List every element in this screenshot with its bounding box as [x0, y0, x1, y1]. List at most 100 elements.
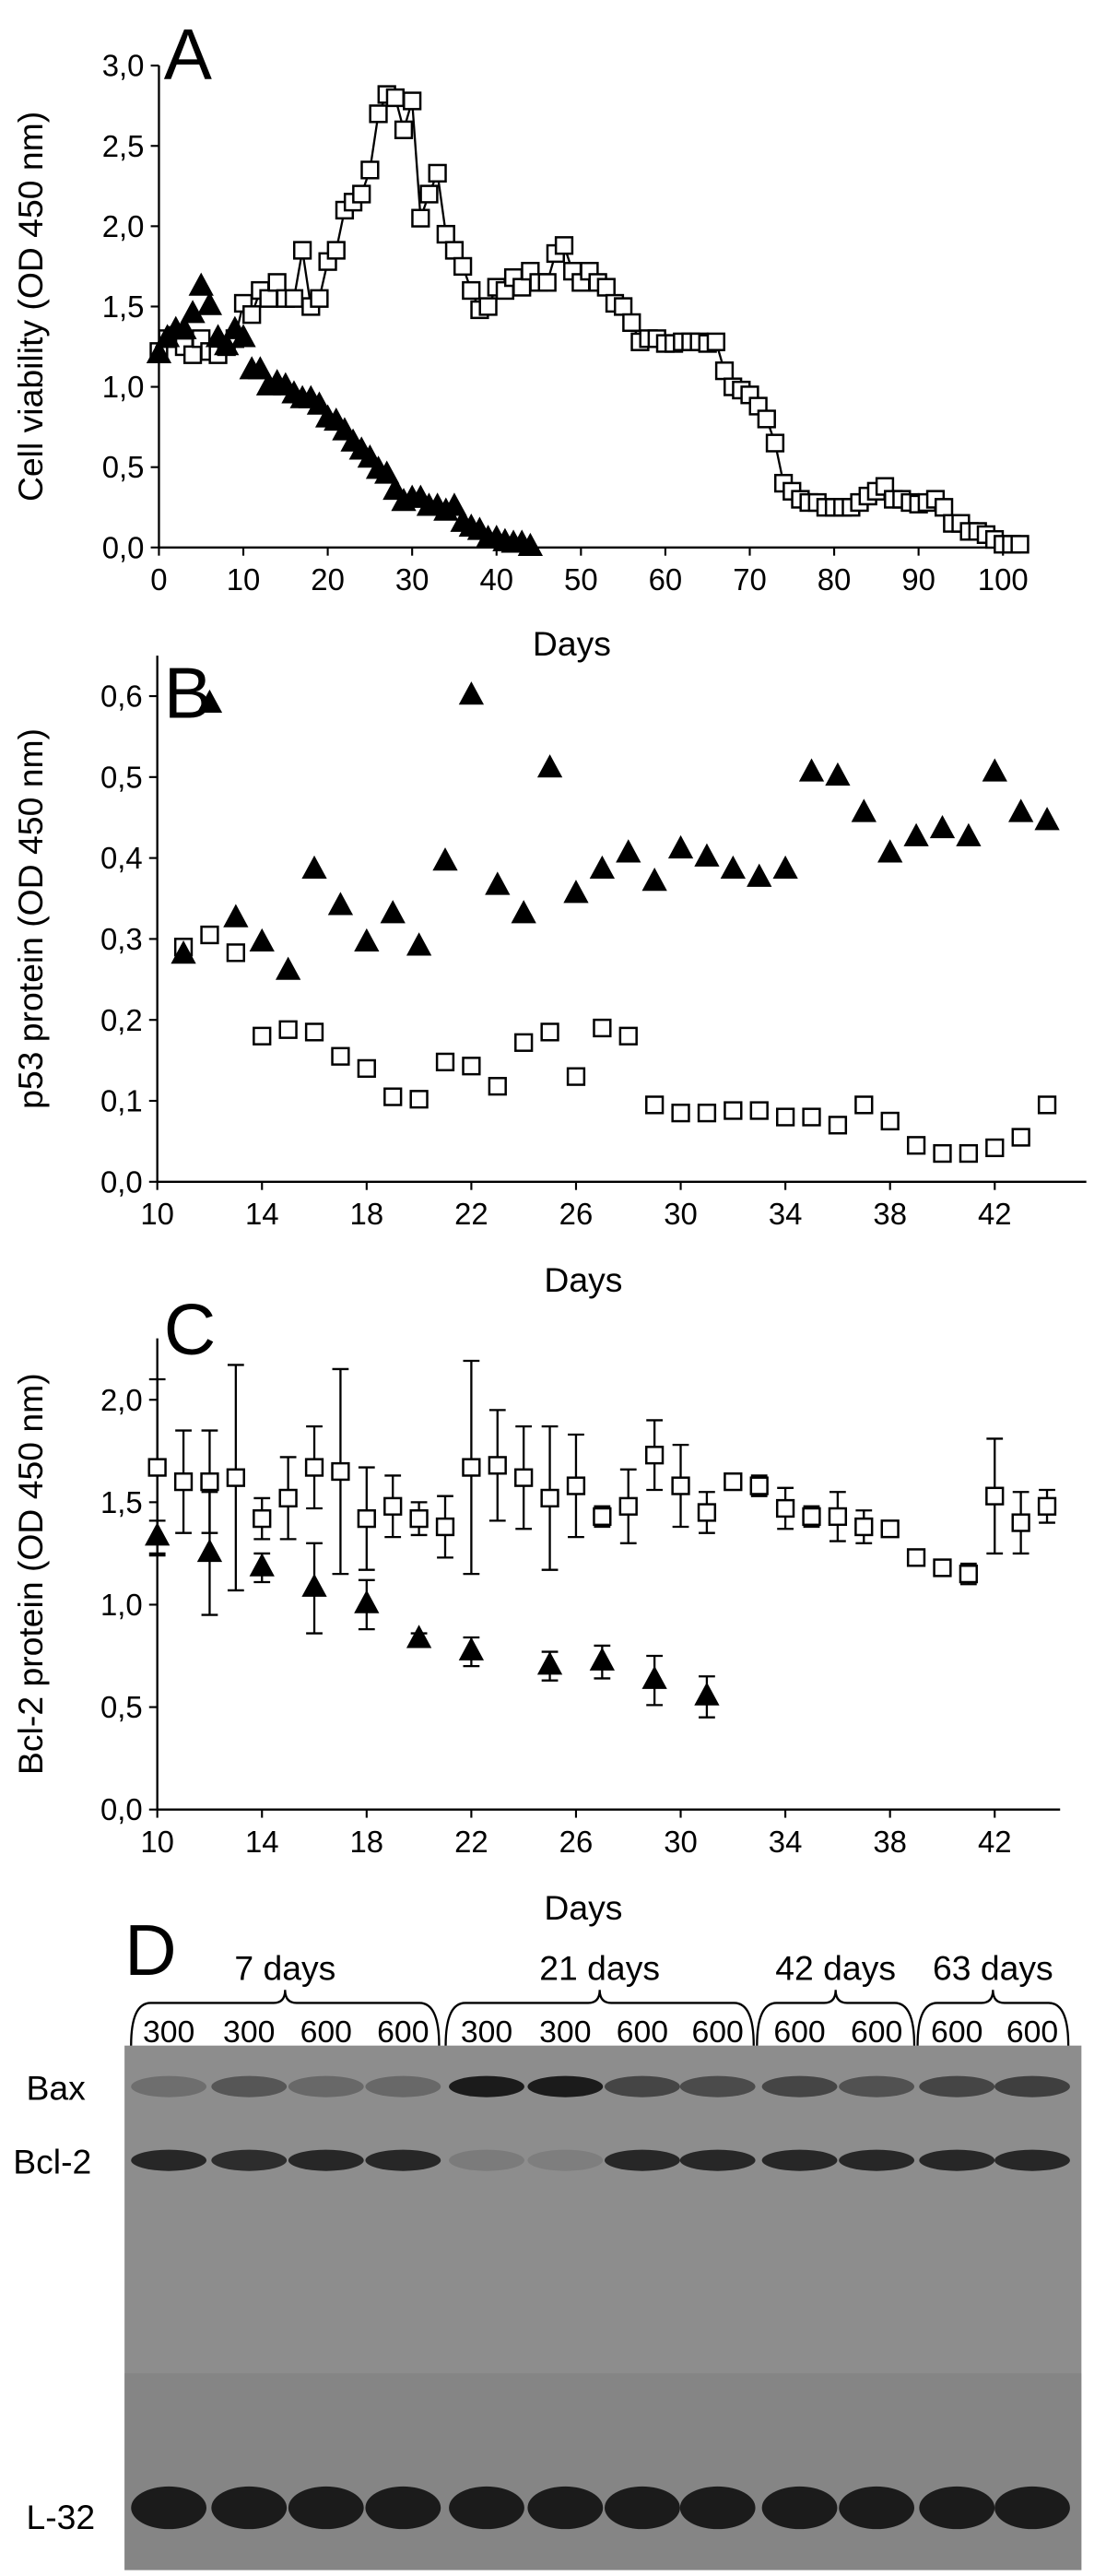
x-axis-label: Days	[544, 1888, 622, 1927]
gel-shade	[124, 2373, 1082, 2570]
group-label: 63 days	[933, 1949, 1053, 1988]
band	[761, 2149, 838, 2171]
group-label: 7 days	[234, 1949, 335, 1988]
square-marker	[985, 1138, 1005, 1158]
triangle-marker	[214, 332, 240, 356]
square-marker	[959, 1565, 978, 1584]
square-marker	[514, 1033, 534, 1052]
band	[527, 2149, 604, 2171]
y-tick-label: 0,6	[100, 679, 143, 714]
triangle-marker	[380, 900, 406, 924]
square-marker	[435, 1052, 455, 1071]
y-tick-label: 2,0	[100, 1383, 143, 1417]
band	[449, 2075, 524, 2097]
square-marker	[906, 1548, 926, 1567]
square-marker	[512, 278, 532, 297]
band	[131, 2075, 206, 2097]
square-marker	[765, 433, 785, 453]
x-axis-label: Days	[533, 624, 611, 663]
triangle-marker	[694, 1682, 720, 1706]
square-marker	[419, 184, 439, 204]
triangle-marker	[145, 1522, 171, 1546]
square-marker	[292, 241, 312, 260]
x-tick-label: 42	[978, 1825, 1012, 1859]
x-tick-label: 14	[245, 1197, 279, 1231]
square-marker	[462, 1057, 481, 1076]
band	[288, 2149, 364, 2171]
triangle-marker	[374, 460, 400, 484]
band	[919, 2149, 995, 2171]
triangle-marker	[616, 839, 641, 863]
square-marker	[409, 1509, 429, 1529]
y-tick-label: 0,0	[102, 530, 145, 564]
band	[761, 2075, 838, 2097]
triangle-marker	[230, 324, 256, 348]
square-marker	[537, 273, 557, 292]
band	[839, 2149, 914, 2171]
triangle-marker	[485, 871, 511, 895]
series-line	[158, 93, 1020, 546]
band	[449, 2486, 524, 2530]
square-marker	[880, 1111, 900, 1131]
square-marker	[1037, 1095, 1057, 1115]
square-marker	[514, 1468, 534, 1487]
square-marker	[357, 1058, 376, 1079]
square-marker	[310, 289, 329, 308]
group-brace	[756, 1990, 916, 2046]
y-tick-label: 1,0	[100, 1588, 143, 1622]
square-marker	[278, 1020, 298, 1039]
triangle-marker	[432, 847, 458, 871]
square-marker	[226, 1468, 245, 1487]
y-tick-label: 1,5	[102, 290, 145, 324]
square-marker	[435, 1517, 455, 1537]
triangle-marker	[247, 356, 273, 380]
band	[605, 2149, 680, 2171]
band-label: L-32	[26, 2498, 95, 2536]
triangle-marker	[511, 900, 536, 924]
triangle-marker	[825, 762, 851, 786]
x-tick-label: 30	[395, 562, 429, 597]
group-brace	[916, 1990, 1070, 2046]
x-tick-label: 0	[150, 562, 167, 597]
x-tick-label: 18	[350, 1197, 384, 1231]
square-marker	[226, 943, 245, 963]
triangle-marker	[982, 758, 1007, 782]
band	[761, 2486, 838, 2530]
band	[527, 2075, 604, 2097]
x-tick-label: 34	[769, 1197, 803, 1231]
lane-label: 600	[691, 2015, 743, 2050]
x-tick-label: 40	[479, 562, 513, 597]
y-tick-label: 0,5	[100, 1690, 143, 1724]
square-marker	[1037, 1496, 1057, 1516]
triangle-marker	[196, 291, 223, 315]
y-tick-label: 1,0	[102, 370, 145, 404]
band	[605, 2075, 680, 2097]
square-marker	[828, 1116, 848, 1135]
band	[211, 2149, 288, 2171]
triangle-marker	[798, 758, 825, 782]
triangle-marker	[903, 822, 929, 846]
triangle-marker	[406, 932, 432, 956]
square-marker	[385, 88, 405, 108]
band	[679, 2149, 756, 2171]
square-marker	[959, 1143, 979, 1164]
band	[131, 2149, 206, 2171]
triangle-marker	[1008, 798, 1034, 822]
x-tick-label: 30	[664, 1825, 698, 1859]
triangle-marker	[772, 855, 798, 880]
triangle-marker	[171, 315, 197, 339]
triangle-marker	[249, 1553, 275, 1577]
x-tick-label: 26	[559, 1197, 594, 1231]
square-marker	[671, 1104, 690, 1123]
triangle-marker	[441, 492, 467, 516]
square-marker	[383, 1496, 403, 1516]
square-marker	[714, 361, 735, 381]
triangle-marker	[517, 532, 544, 557]
triangle-marker	[196, 1538, 223, 1563]
square-marker	[488, 1077, 507, 1096]
y-tick-label: 2,0	[102, 209, 145, 243]
square-marker	[622, 313, 641, 333]
triangle-marker	[301, 1573, 327, 1597]
